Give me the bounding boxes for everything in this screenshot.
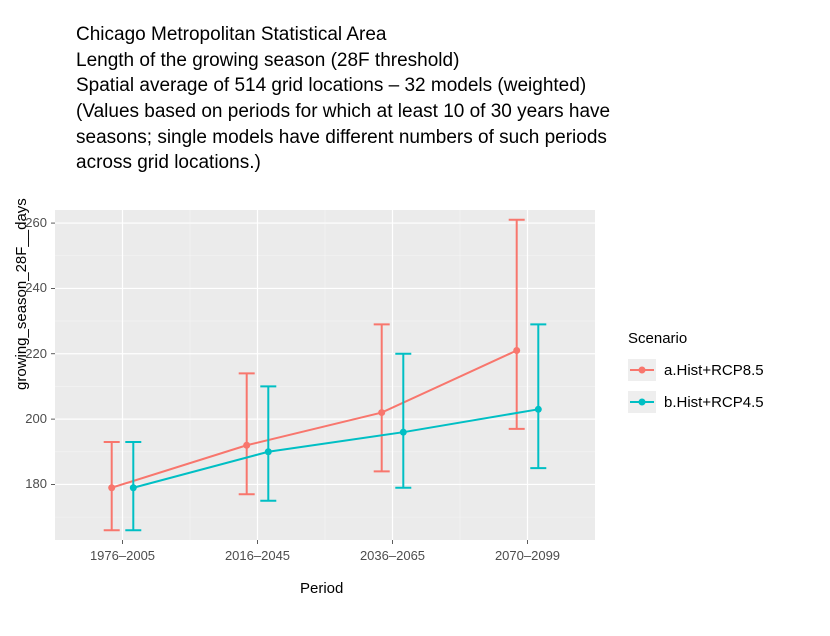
y-tick-label: 180 [25,476,47,491]
legend-title: Scenario [628,330,764,347]
y-tick-label: 200 [25,411,47,426]
legend-item: a.Hist+RCP8.5 [628,359,764,381]
series-point [378,409,385,416]
series-point [108,484,115,491]
x-tick-label: 1976–2005 [78,548,168,563]
chart-panel [0,0,830,636]
x-tick-label: 2016–2045 [213,548,303,563]
y-tick-label: 260 [25,215,47,230]
y-tick-label: 220 [25,346,47,361]
x-tick-label: 2036–2065 [348,548,438,563]
legend-item-label: b.Hist+RCP4.5 [664,394,764,411]
series-point [535,406,542,413]
x-tick-label: 2070–2099 [483,548,573,563]
legend-key-icon [628,391,656,413]
legend-item-label: a.Hist+RCP8.5 [664,362,764,379]
legend-item: b.Hist+RCP4.5 [628,391,764,413]
series-point [243,442,250,449]
series-point [513,347,520,354]
legend-key-icon [628,359,656,381]
series-point [130,484,137,491]
y-tick-label: 240 [25,280,47,295]
series-point [400,429,407,436]
legend: Scenario a.Hist+RCP8.5 b.Hist+RCP4.5 [628,330,764,423]
series-point [265,448,272,455]
